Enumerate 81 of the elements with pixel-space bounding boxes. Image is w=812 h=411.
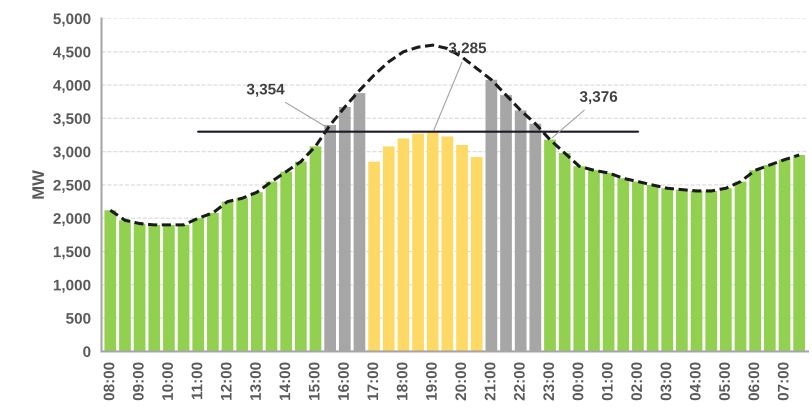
x-tick-label: 18:00 [396, 362, 408, 400]
x-tick-label: 06:00 [748, 362, 760, 400]
bar [294, 162, 307, 352]
bar [778, 160, 790, 352]
y-tick-label: 2,000 [53, 213, 90, 226]
bar [250, 192, 263, 352]
bar [163, 224, 175, 352]
x-tick-label: 00:00 [572, 362, 584, 400]
x-tick-label: 13:00 [250, 362, 261, 400]
bar [720, 188, 732, 352]
x-tick-label: 04:00 [690, 362, 701, 400]
line-series [108, 44, 801, 226]
x-tick-label: 07:00 [778, 362, 789, 400]
bar [676, 190, 688, 352]
bar [632, 182, 644, 352]
bar [382, 146, 395, 352]
bar [544, 140, 556, 352]
annotation: 3,376 [580, 91, 618, 104]
bar [456, 145, 468, 352]
annotation: 3,285 [448, 42, 486, 56]
bar [119, 220, 131, 352]
bar [266, 182, 278, 352]
x-tick-label: 02:00 [631, 362, 642, 400]
bar [558, 152, 571, 352]
y-tick-label: 0 [83, 346, 90, 358]
x-tick-label: 08:00 [104, 362, 114, 400]
bar [749, 170, 762, 352]
bar [764, 164, 776, 352]
y-tick-label: 5,000 [53, 13, 90, 26]
x-tick-label: 17:00 [367, 362, 378, 400]
bar [690, 190, 702, 352]
x-tick-label: 14:00 [279, 362, 290, 400]
bar [588, 170, 600, 352]
bar [236, 198, 248, 352]
x-tick-label: 20:00 [455, 362, 466, 400]
bar [793, 154, 806, 352]
bar [207, 212, 219, 352]
annotation: 3,354 [246, 84, 285, 97]
bar [280, 172, 292, 352]
y-tick-label: 1,000 [54, 280, 90, 293]
bar [368, 162, 380, 352]
bar [470, 156, 483, 352]
y-tick-label: 2,500 [53, 180, 90, 193]
bar [426, 132, 439, 352]
x-tick-label: 01:00 [602, 362, 613, 400]
bar [705, 190, 718, 352]
bar [104, 210, 116, 352]
x-tick-label: 19:00 [426, 362, 437, 400]
y-tick-label: 4,500 [53, 46, 90, 60]
x-tick-label: 03:00 [660, 362, 672, 400]
x-tick-label: 21:00 [484, 362, 496, 400]
x-tick-label: 09:00 [132, 362, 144, 400]
bar [412, 134, 424, 352]
bar [602, 172, 614, 352]
bar [310, 146, 322, 352]
bar [646, 184, 658, 352]
x-tick-label: 10:00 [162, 362, 174, 400]
y-tick-label: 3,000 [53, 146, 90, 160]
x-tick-label: 11:00 [192, 362, 202, 400]
x-tick-label: 23:00 [543, 362, 554, 400]
bar [134, 224, 146, 352]
bar [192, 218, 204, 352]
bar [148, 224, 160, 352]
bar [178, 224, 190, 352]
bar [222, 202, 234, 352]
y-tick-label: 1,500 [54, 246, 90, 260]
y-axis-title: MW [32, 170, 44, 199]
x-tick-label: 05:00 [719, 362, 730, 400]
y-tick-label: 3,500 [53, 113, 90, 126]
y-tick-label: 500 [66, 312, 90, 324]
bar [573, 166, 586, 352]
y-tick-label: 4,000 [53, 80, 90, 93]
x-tick-label: 16:00 [338, 362, 349, 400]
bar [734, 182, 746, 352]
x-tick-label: 12:00 [220, 362, 232, 400]
bar [661, 188, 674, 352]
bar [398, 138, 410, 352]
bar [442, 136, 454, 352]
x-tick-label: 22:00 [514, 362, 525, 400]
bar [617, 178, 630, 352]
x-tick-label: 15:00 [308, 362, 320, 400]
